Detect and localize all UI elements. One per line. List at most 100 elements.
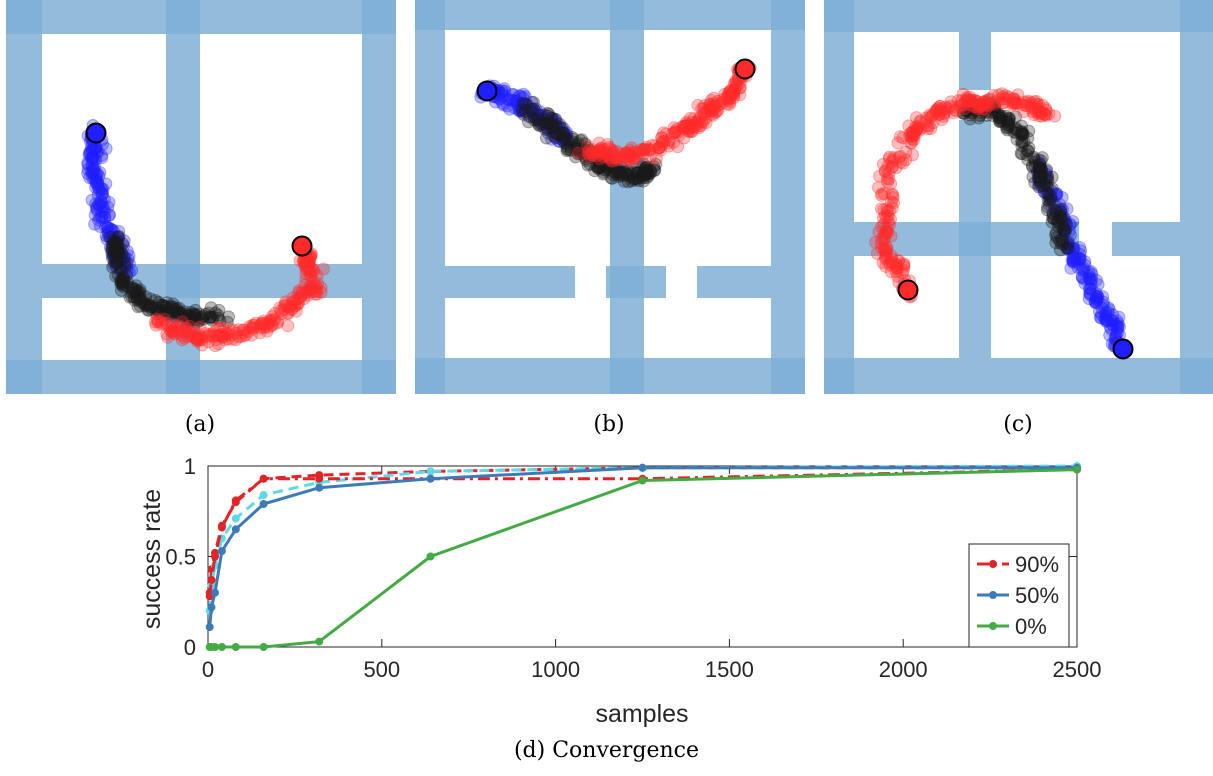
sample-point	[1049, 188, 1063, 202]
sample-point	[621, 169, 635, 182]
sample-point	[125, 286, 139, 300]
sample-point	[1096, 298, 1110, 312]
sample-point	[507, 94, 520, 108]
sample-point	[103, 208, 116, 222]
sample-point	[1028, 176, 1042, 190]
sample-point	[1053, 204, 1067, 217]
sample-point	[718, 87, 732, 101]
sample-point	[172, 326, 186, 340]
maze-wall	[362, 0, 396, 394]
sample-point	[215, 330, 229, 344]
sample-point	[1029, 102, 1043, 116]
sample-point	[619, 151, 633, 165]
sample-point	[691, 114, 705, 128]
sample-point	[304, 262, 318, 275]
sample-point	[86, 171, 99, 185]
sample-point	[156, 299, 170, 313]
sample-point	[1020, 148, 1034, 162]
sample-point	[1071, 260, 1085, 274]
sample-point	[1068, 251, 1082, 265]
sample-point	[113, 248, 127, 262]
sample-point	[1047, 212, 1061, 226]
sample-point	[647, 160, 661, 174]
sample-point	[617, 151, 631, 165]
sample-point	[593, 157, 607, 171]
sample-point	[105, 230, 118, 244]
data-point	[426, 552, 435, 561]
sample-point	[994, 111, 1008, 125]
sample-point	[1032, 153, 1046, 167]
sample-point	[621, 168, 634, 182]
sample-point	[995, 109, 1009, 123]
sample-point	[164, 305, 178, 319]
sample-point	[144, 302, 158, 316]
sample-point	[963, 93, 977, 106]
sample-point	[583, 149, 597, 163]
sample-point	[889, 161, 903, 175]
sample-point	[586, 146, 600, 160]
sample-point	[543, 118, 557, 132]
sample-point	[612, 170, 626, 184]
sample-point	[1007, 92, 1021, 106]
sample-point	[586, 148, 600, 162]
sample-point	[707, 98, 721, 112]
sample-point	[986, 102, 1000, 116]
sample-point	[708, 106, 722, 119]
sample-point	[979, 94, 993, 108]
maze-wall	[824, 358, 1213, 394]
sample-point	[1033, 175, 1047, 189]
sample-point	[906, 129, 920, 143]
sample-point	[882, 166, 896, 180]
sample-point	[1082, 265, 1096, 279]
sample-point	[527, 102, 541, 116]
sample-point	[166, 297, 180, 311]
sample-point	[198, 307, 212, 321]
sample-point	[167, 318, 181, 332]
sample-point	[304, 269, 318, 283]
sample-point	[980, 96, 994, 109]
sample-point	[1026, 160, 1040, 174]
series-line	[208, 468, 1078, 597]
sample-point	[1035, 151, 1049, 165]
sample-point	[88, 208, 102, 222]
sample-point	[1059, 224, 1072, 238]
sample-point	[988, 100, 1002, 113]
sample-point	[875, 188, 888, 202]
sample-point	[110, 239, 124, 253]
sample-point	[913, 114, 927, 128]
sample-point	[108, 248, 121, 262]
sample-point	[1034, 154, 1048, 168]
sample-point	[1091, 290, 1105, 304]
sample-point	[1049, 226, 1063, 240]
sample-point	[515, 97, 528, 111]
sample-point	[189, 303, 202, 317]
sample-point	[1028, 160, 1042, 173]
series-line	[208, 464, 1078, 611]
sample-point	[529, 102, 543, 116]
sample-point	[1040, 163, 1054, 177]
sample-point	[115, 246, 129, 260]
sample-point	[974, 107, 988, 121]
sample-point	[623, 143, 637, 157]
sample-point	[166, 324, 180, 337]
sample-point	[85, 160, 99, 173]
sample-point	[130, 293, 144, 307]
sample-point	[279, 299, 293, 313]
sample-point	[680, 115, 694, 129]
sample-point	[956, 87, 970, 101]
sample-point	[666, 127, 680, 140]
sample-point	[193, 314, 206, 327]
black-trajectory-samples	[516, 95, 663, 189]
sample-point	[87, 143, 101, 157]
sample-point	[221, 327, 235, 341]
sample-point	[172, 320, 186, 334]
sample-point	[695, 115, 709, 129]
sample-point	[969, 95, 983, 109]
sample-point	[131, 300, 145, 314]
sample-point	[278, 297, 292, 311]
sample-point	[1062, 224, 1076, 238]
sample-point	[89, 181, 103, 194]
sample-point	[550, 116, 564, 130]
sample-point	[1056, 214, 1070, 228]
sample-point	[91, 145, 105, 159]
